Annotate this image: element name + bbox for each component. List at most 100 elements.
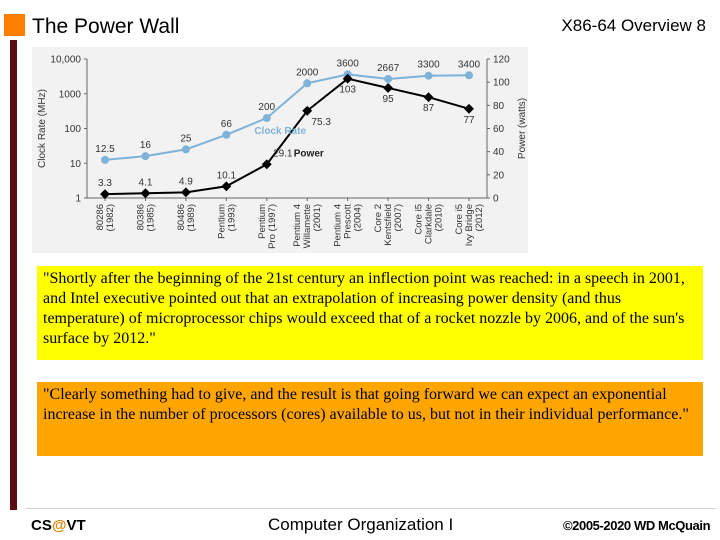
power-data-label: 29.1 (273, 148, 293, 159)
clock-rate-point (384, 74, 393, 83)
power-point (180, 187, 191, 198)
quote-something-had-to-give: "Clearly something had to give, and the … (37, 382, 703, 456)
x-category-label-line: Kentsfield (383, 204, 394, 246)
power-data-label: 4.9 (179, 176, 193, 187)
footer-course: Computer Organization I (268, 515, 454, 534)
power-point (423, 92, 434, 103)
clock-rate-point (101, 155, 109, 164)
power-wall-chart: 10,000 1000 100 10 1 120 100 80 60 40 20 0 Clock Rat… (32, 47, 528, 253)
clock-rate-data-label: 66 (221, 119, 233, 130)
x-category-label-line: (1989) (186, 204, 197, 231)
power-data-label: 3.3 (98, 178, 112, 189)
x-category-label: 80286(1982) (95, 204, 116, 231)
left-tick-label: 10,000 (50, 55, 81, 66)
x-category-label-line: (1985) (145, 204, 156, 231)
x-category-label-line: (2004) (353, 204, 364, 231)
title-accent-square (4, 14, 25, 36)
power-point (221, 181, 232, 192)
clock-rate-point (465, 71, 473, 80)
clock-rate-point (181, 145, 190, 154)
power-series-name: Power (294, 148, 324, 159)
power-point (140, 188, 151, 199)
power-point (100, 189, 110, 200)
clock-rate-series-name: Clock Rate (254, 126, 306, 137)
x-category-label: 80486(1989) (176, 204, 197, 231)
x-category-label-line: 80386 (135, 204, 146, 230)
x-category-label: PentiumPro (1997) (257, 204, 278, 249)
x-category-label-line: 80286 (95, 204, 106, 230)
clock-rate-data-label: 2000 (296, 67, 319, 78)
x-category-label-line: (2007) (393, 204, 404, 231)
clock-rate-data-label: 3300 (417, 60, 440, 71)
footer-org-suffix: VT (66, 517, 86, 534)
right-tick-label: 0 (493, 194, 499, 205)
right-tick-label: 120 (493, 55, 510, 66)
clock-rate-data-label: 12.5 (95, 144, 115, 155)
power-data-label: 103 (339, 85, 356, 96)
slide-meta: X86-64 Overview 8 (561, 16, 706, 35)
power-data-label: 4.1 (138, 177, 152, 188)
footer-org: CS@VT (31, 517, 86, 534)
x-category-label-line: Pro (1997) (267, 204, 278, 249)
top-divider (26, 43, 720, 45)
x-category-label-line: Core 2 (373, 204, 384, 233)
x-category-label: Pentium 4Prescott(2004) (333, 204, 364, 247)
clock-rate-line (104, 73, 470, 161)
slide-title: The Power Wall (32, 15, 180, 38)
right-tick-label: 40 (493, 147, 505, 158)
x-category-label: Core 2Kentsfield(2007) (373, 204, 404, 246)
clock-rate-data-label: 3400 (458, 59, 481, 70)
clock-rate-data-label: 2667 (377, 63, 400, 74)
clock-rate-point (424, 71, 433, 80)
clock-rate-data-label: 200 (258, 102, 275, 113)
power-data-label: 10.1 (217, 170, 237, 181)
right-tick-label: 20 (493, 170, 505, 181)
footer-divider (26, 508, 716, 509)
left-tick-label: 1000 (59, 89, 82, 100)
clock-rate-point (303, 79, 312, 88)
quote-inflection-point: "Shortly after the beginning of the 21st… (37, 266, 703, 360)
left-tick-label: 100 (64, 124, 81, 135)
clock-rate-point (222, 130, 231, 139)
clock-rate-data-label: 25 (180, 133, 192, 144)
x-category-label: Core i5Ivy Bridge(2012) (454, 204, 485, 246)
right-axis-title: Power (watts) (517, 98, 528, 159)
right-tick-label: 100 (493, 78, 510, 89)
left-tick-label: 10 (70, 159, 82, 170)
x-category-label: 80386(1985) (135, 204, 156, 231)
clock-rate-point (141, 152, 150, 161)
footer-copyright: ©2005-2020 WD McQuain (563, 518, 711, 533)
x-category-label: Pentium(1993) (216, 204, 237, 239)
power-point (383, 83, 394, 93)
clock-rate-data-label: 16 (140, 140, 152, 151)
right-tick-label: 60 (493, 124, 505, 135)
clock-rate-point (262, 114, 271, 123)
clock-rate-data-label: 3600 (337, 58, 360, 69)
x-category-label-line: (1982) (105, 204, 116, 231)
x-category-label-line: (2010) (434, 204, 445, 231)
x-category-label-line: Ivy Bridge (464, 204, 475, 246)
x-category-label-line: Pentium (216, 204, 227, 239)
power-data-label: 77 (463, 115, 475, 126)
x-category-label-line: (1993) (226, 204, 237, 231)
x-category-label-line: Pentium (257, 204, 268, 239)
footer-org-at: @ (51, 517, 67, 534)
power-data-label: 95 (383, 94, 395, 105)
x-category-label-line: Prescott (343, 204, 354, 239)
x-category-label-line: Pentium 4 (333, 204, 344, 247)
x-category-label-line: (2001) (312, 204, 323, 231)
x-category-label-line: Clarkdale (424, 204, 435, 244)
x-category-label-line: (2012) (474, 204, 485, 231)
left-accent-bar (10, 40, 17, 510)
x-category-label: Pentium 4Willamette(2001) (292, 204, 323, 248)
x-category-label: Core i5Clarkdale(2010) (414, 204, 445, 244)
power-data-label: 75.3 (311, 117, 331, 128)
footer-org-prefix: CS (31, 517, 52, 534)
x-category-label-line: Core i5 (414, 204, 425, 235)
left-axis-title: Clock Rate (MHz) (37, 89, 48, 168)
left-tick-label: 1 (75, 194, 81, 205)
x-category-label-line: 80486 (176, 204, 187, 230)
power-line (104, 77, 470, 196)
x-category-label-line: Core i5 (454, 204, 465, 235)
